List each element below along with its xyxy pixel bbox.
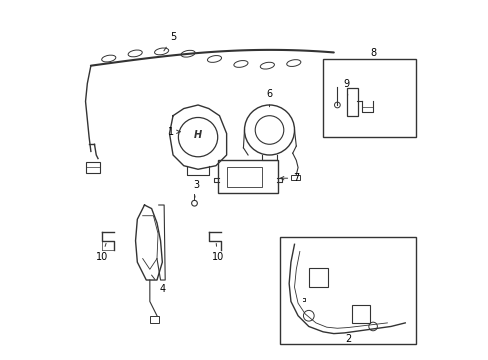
Text: 8: 8 — [369, 48, 375, 58]
Text: 10: 10 — [95, 243, 107, 262]
Bar — [280, 237, 415, 344]
Bar — [323, 59, 415, 137]
Bar — [308, 267, 328, 287]
Text: 3: 3 — [193, 180, 199, 198]
Text: 2: 2 — [344, 334, 350, 344]
Bar — [351, 305, 369, 323]
Text: 9: 9 — [343, 78, 348, 95]
Text: 7: 7 — [280, 173, 299, 183]
Text: 6: 6 — [266, 89, 272, 107]
Text: 5: 5 — [163, 32, 176, 51]
Text: 1: 1 — [168, 127, 180, 137]
Text: 10: 10 — [211, 243, 224, 262]
Text: H: H — [194, 130, 202, 140]
Text: 4: 4 — [151, 275, 165, 294]
